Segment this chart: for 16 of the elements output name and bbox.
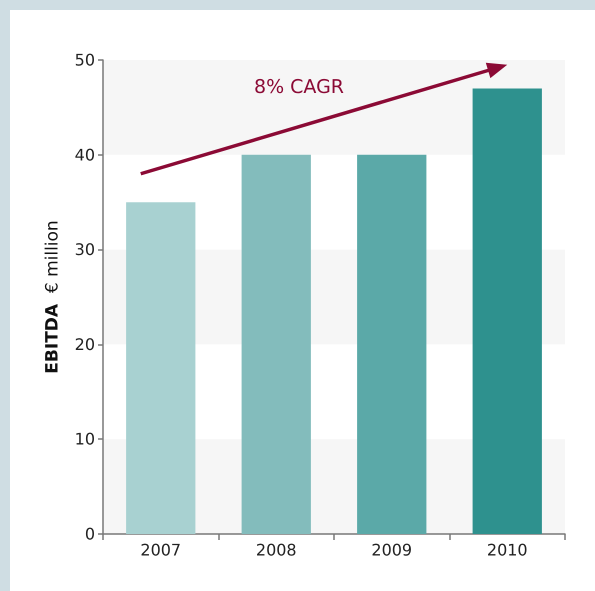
x-tick-label: 2010: [486, 540, 528, 560]
x-tick-label: 2009: [371, 540, 412, 560]
bar: [126, 202, 196, 534]
y-tick-label: 30: [74, 240, 95, 260]
y-tick-label: 40: [74, 145, 95, 164]
bar: [357, 154, 426, 534]
annotation: 8% CAGR: [254, 76, 344, 98]
y-tick-label: 10: [74, 430, 95, 449]
x-tick-label: 2007: [140, 540, 182, 560]
y-tick-label: 50: [74, 50, 95, 70]
y-tick-label: 20: [74, 334, 95, 354]
y-axis-title: EBITDA € million: [42, 220, 62, 374]
y-tick-label: 0: [84, 524, 95, 544]
x-tick-label: 2008: [256, 540, 297, 560]
bar: [472, 88, 542, 534]
bar: [242, 154, 311, 534]
